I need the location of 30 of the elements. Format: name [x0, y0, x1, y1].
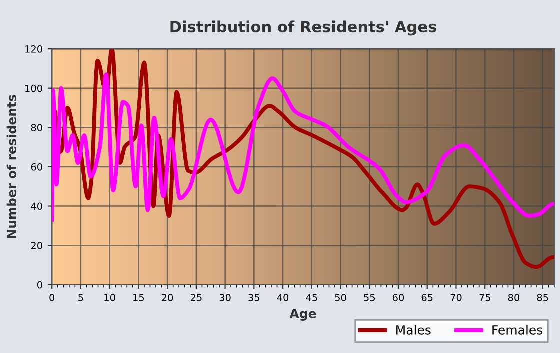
x-tick-label: 85: [537, 294, 548, 302]
chart-title: Distribution of Residents' Ages: [170, 20, 436, 36]
legend-label: Males: [396, 325, 431, 335]
x-tick-label: 60: [393, 294, 404, 302]
x-tick-label: 35: [248, 294, 260, 302]
y-tick-label: 100: [26, 84, 42, 92]
y-tick-label: 20: [31, 242, 42, 250]
x-tick-label: 25: [190, 294, 202, 302]
y-tick-label: 120: [26, 46, 42, 53]
x-tick-label: 70: [450, 294, 462, 302]
y-tick-label: 60: [31, 163, 42, 171]
x-tick-label: 15: [134, 294, 144, 302]
x-tick-label: 75: [480, 294, 490, 302]
y-tick-label: 0: [38, 281, 42, 289]
x-tick-label: 5: [78, 294, 84, 302]
x-axis-title: Age: [290, 309, 316, 321]
x-tick-label: 55: [364, 294, 375, 302]
y-tick-label: 80: [31, 124, 42, 132]
x-tick-label: 50: [335, 294, 346, 302]
x-tick-label: 65: [422, 294, 433, 302]
y-axis-title: Number of residents: [6, 95, 17, 238]
x-tick-label: 45: [306, 294, 318, 302]
y-tick-label: 40: [31, 202, 42, 210]
x-tick-label: 30: [220, 294, 231, 302]
legend-label: Females: [492, 325, 543, 335]
x-tick-label: 20: [162, 294, 174, 302]
x-tick-label: 40: [277, 294, 289, 302]
x-tick-label: 10: [104, 294, 116, 302]
x-tick-label: 0: [50, 294, 55, 302]
x-tick-label: 80: [508, 294, 520, 302]
